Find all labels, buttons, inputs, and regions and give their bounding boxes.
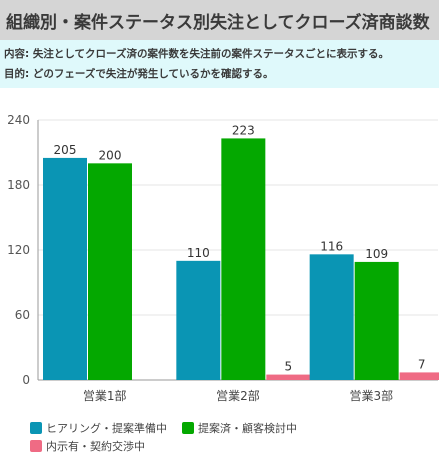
legend-label-series3: 内示有・契約交渉中 [46, 440, 145, 453]
data-label: 205 [54, 143, 77, 157]
bar [309, 254, 354, 380]
legend-item-series2[interactable]: 提案済・顧客検討中 [182, 420, 297, 436]
y-tick-label: 120 [7, 243, 30, 257]
data-label: 7 [418, 357, 426, 371]
bar [399, 372, 439, 380]
legend-swatch-series1 [30, 422, 42, 434]
legend-label-series1: ヒアリング・提案準備中 [46, 422, 167, 435]
data-label: 110 [187, 246, 210, 260]
legend-label-series2: 提案済・顧客検討中 [198, 422, 297, 435]
legend-item-series3[interactable]: 内示有・契約交渉中 [30, 438, 145, 454]
y-tick-label: 240 [7, 113, 30, 127]
legend-item-series1[interactable]: ヒアリング・提案準備中 [30, 420, 167, 436]
content-text: 失注としてクローズ済の案件数を失注前の案件ステータスごとに表示する。 [32, 48, 390, 60]
description-purpose-row: 目的: どのフェーズで失注が発生しているかを確認する。 [4, 64, 435, 84]
bar [88, 163, 132, 380]
data-label: 5 [285, 360, 293, 374]
x-tick-label: 営業3部 [350, 388, 394, 403]
data-label: 223 [232, 123, 255, 137]
y-tick-label: 180 [7, 178, 30, 192]
bar [221, 138, 266, 380]
content-label: 内容: [4, 48, 30, 60]
data-label: 116 [320, 239, 343, 253]
x-tick-label: 営業2部 [216, 388, 260, 403]
bar [354, 261, 399, 380]
x-tick-label: 営業1部 [83, 388, 127, 403]
bar [266, 374, 311, 380]
legend-swatch-series3 [30, 440, 42, 452]
y-tick-label: 0 [22, 373, 30, 387]
y-tick-label: 60 [15, 308, 30, 322]
purpose-label: 目的: [4, 68, 30, 80]
bar-chart: 0 60 120 180 240 205 200 営業1部 110 223 5 営業2部 116 109 7… [7, 113, 439, 403]
data-label: 200 [99, 148, 122, 162]
purpose-text: どのフェーズで失注が発生しているかを確認する。 [32, 68, 274, 80]
bar [176, 260, 221, 380]
description-content-row: 内容: 失注としてクローズ済の案件数を失注前の案件ステータスごとに表示する。 [4, 44, 435, 64]
bar [43, 157, 87, 380]
data-label: 109 [365, 247, 388, 261]
title-bar: 組織別・案件ステータス別失注としてクローズ済商談数 [0, 0, 439, 40]
legend-swatch-series2 [182, 422, 194, 434]
page-title: 組織別・案件ステータス別失注としてクローズ済商談数 [6, 12, 430, 33]
description-panel: 内容: 失注としてクローズ済の案件数を失注前の案件ステータスごとに表示する。 目… [0, 40, 439, 88]
